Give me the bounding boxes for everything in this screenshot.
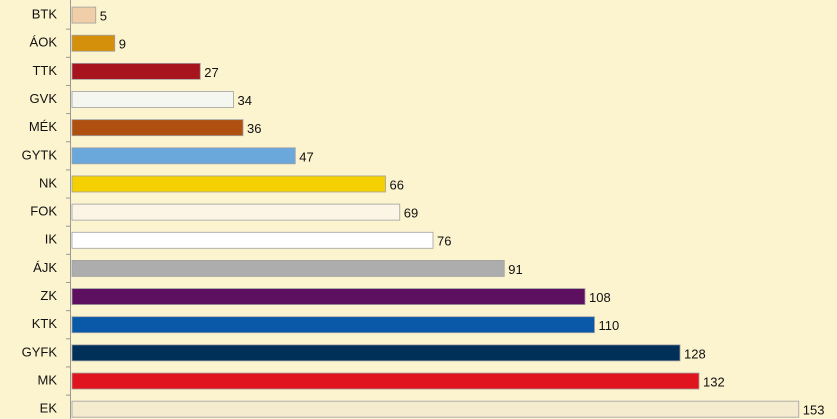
y-tick-label: MÉK	[29, 119, 58, 134]
value-label: 91	[508, 262, 522, 277]
bar	[71, 260, 505, 277]
bar	[71, 400, 800, 418]
value-label: 132	[703, 374, 725, 389]
bar	[71, 231, 434, 249]
bar	[71, 175, 386, 193]
y-tick-label: FOK	[30, 204, 57, 219]
y-tick-label: IK	[45, 232, 58, 247]
y-tick-label: ZK	[40, 288, 57, 303]
value-label: 5	[100, 9, 107, 24]
bar	[71, 288, 586, 305]
bar	[71, 91, 234, 108]
y-tick-label: GYTK	[22, 147, 58, 162]
bar	[71, 119, 244, 137]
bar	[71, 203, 401, 221]
value-label: 108	[589, 290, 611, 305]
value-label: 47	[299, 149, 313, 164]
y-tick-label: TTK	[32, 63, 57, 78]
value-label: 66	[390, 177, 404, 192]
y-tick-label: NK	[39, 175, 57, 190]
value-label: 9	[119, 37, 126, 52]
value-label: 69	[404, 206, 418, 221]
value-label: 128	[684, 346, 706, 361]
value-label: 110	[599, 318, 620, 333]
y-tick-label: ÁJK	[33, 260, 57, 275]
bar	[71, 372, 700, 390]
y-tick-label: KTK	[32, 316, 58, 331]
bar	[71, 6, 97, 24]
y-tick-label: EK	[40, 401, 58, 416]
value-label: 36	[247, 121, 261, 136]
y-tick-label: ÁOK	[30, 35, 58, 50]
value-label: 34	[238, 93, 252, 108]
bar	[71, 62, 201, 80]
value-label: 27	[204, 65, 218, 80]
bar	[71, 147, 296, 165]
value-label: 76	[437, 234, 451, 249]
y-tick-label: BTK	[32, 7, 58, 22]
bar	[71, 34, 116, 52]
y-tick-label: GYFK	[22, 344, 58, 359]
value-label: 153	[803, 403, 825, 418]
bar	[71, 344, 681, 362]
y-tick-label: GVK	[30, 91, 58, 106]
bar	[71, 316, 595, 334]
y-tick-label: MK	[38, 372, 58, 387]
